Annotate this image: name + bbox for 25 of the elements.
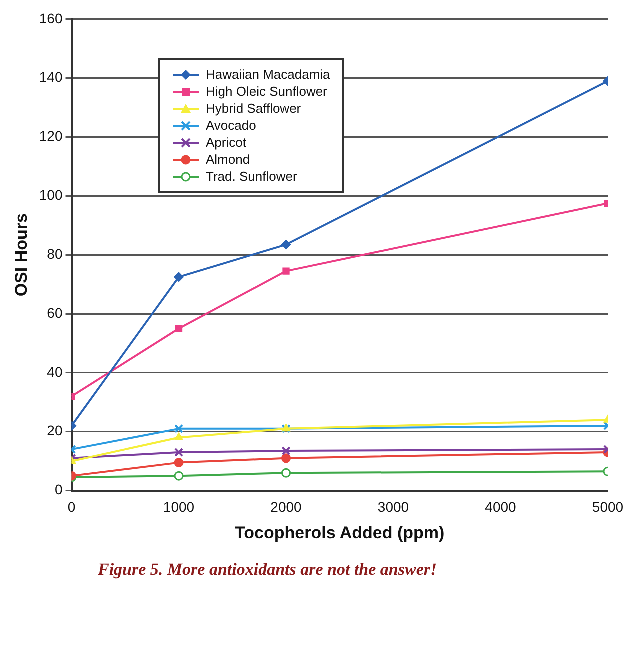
y-tick-label: 0: [54, 482, 63, 498]
y-tick-label: 20: [47, 422, 63, 439]
legend-label: Avocado: [206, 117, 256, 134]
legend-label: High Oleic Sunflower: [206, 83, 328, 100]
x-axis-title: Tocopherols Added (ppm): [235, 523, 445, 542]
y-tick-label: 140: [39, 69, 63, 86]
y-tick-label: 100: [39, 187, 63, 204]
y-tick-label: 160: [39, 10, 63, 26]
y-axis-title: OSI Hours: [12, 214, 31, 297]
y-tick-label: 120: [39, 128, 63, 144]
legend-label: Hybrid Safflower: [206, 100, 302, 117]
y-tick-label: 60: [47, 304, 63, 321]
x-tick-label: 5000: [592, 499, 624, 516]
x-tick-label: 0: [68, 499, 76, 516]
legend-label: Apricot: [206, 134, 246, 151]
x-tick-label: 3000: [378, 499, 410, 516]
legend-label: Trad. Sunflower: [206, 168, 298, 185]
y-tick-label: 40: [47, 364, 63, 380]
legend-label: Almond: [206, 151, 250, 168]
x-tick-label: 1000: [163, 499, 195, 516]
y-tick-label: 80: [47, 246, 63, 262]
caption: Figure 5. More antioxidants are not the answer!: [98, 560, 438, 580]
x-tick-label: 2000: [270, 499, 302, 516]
x-tick-label: 4000: [485, 499, 517, 516]
legend-label: Hawaiian Macadamia: [206, 66, 330, 83]
